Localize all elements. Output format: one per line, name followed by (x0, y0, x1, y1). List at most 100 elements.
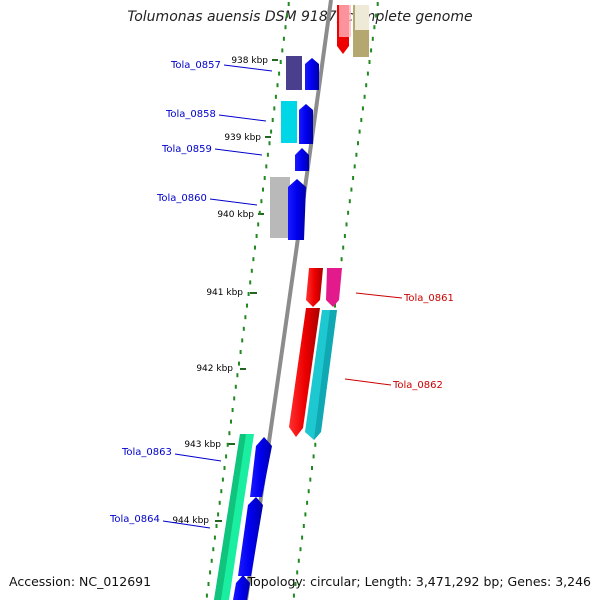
rail-dot (347, 210, 350, 215)
gene-label-tola-0857[interactable]: Tola_0857 (170, 60, 221, 71)
rail-dot (247, 292, 250, 296)
rail-dot (207, 582, 210, 586)
genome-summary-text: Topology: circular; Length: 3,471,292 bp… (247, 574, 591, 589)
rail-dot (258, 210, 261, 215)
rail-dot (209, 570, 212, 575)
gene-arrow[interactable] (289, 308, 320, 437)
rail-dot (301, 535, 304, 540)
leader-line (223, 64, 273, 72)
leader-line (355, 292, 403, 299)
rail-dot (294, 582, 297, 586)
rail-dot (250, 268, 253, 273)
rail-dot (239, 350, 242, 354)
rail-dot (306, 500, 309, 505)
rail-dot (238, 361, 240, 366)
rail-dot (368, 60, 371, 64)
tick-label: 940 kbp (217, 210, 254, 220)
gene-arrow[interactable] (306, 268, 323, 307)
rail-dot (299, 547, 302, 552)
rail-dot (263, 176, 266, 180)
rail-dot (255, 234, 258, 238)
rail-dot (233, 396, 236, 401)
rail-dot (241, 338, 244, 343)
rail-dot (213, 535, 216, 540)
rail-dot (266, 152, 269, 157)
gene-label-tola-0859[interactable]: Tola_0859 (161, 144, 212, 155)
rail-dot (262, 187, 264, 192)
rail-dot (353, 164, 356, 169)
rail-dot (307, 489, 310, 494)
rail-dot (246, 303, 248, 308)
rail-dot (257, 222, 260, 227)
rail-dot (230, 419, 232, 424)
gene-label-tola-0864[interactable]: Tola_0864 (109, 514, 160, 525)
rail-dot (286, 13, 289, 18)
rail-dot (340, 257, 343, 262)
left-strand-genes-bottom (214, 434, 272, 600)
accession-text: Accession: NC_012691 (9, 574, 152, 589)
gene-label-tola-0862[interactable]: Tola_0862 (392, 380, 443, 391)
rail-dot (236, 373, 239, 378)
gene-arrow[interactable] (326, 268, 342, 307)
rail-dot (334, 303, 336, 308)
tick-label: 943 kbp (184, 440, 221, 450)
right-strand-genes-middle (289, 268, 342, 440)
rail-dot (231, 408, 234, 412)
rail-dot (371, 36, 374, 41)
rail-dot (265, 164, 268, 169)
rail-dot (358, 129, 361, 134)
gene-label-tola-0858[interactable]: Tola_0858 (165, 109, 216, 120)
gene-block[interactable] (270, 177, 290, 238)
gene-block[interactable] (281, 101, 297, 143)
gene-arrow[interactable] (233, 575, 250, 600)
gene-arrow[interactable] (305, 58, 319, 90)
gene-block[interactable] (339, 5, 351, 37)
rail-dot (284, 25, 287, 30)
gene-arrow[interactable] (250, 437, 272, 497)
rail-dot (281, 48, 284, 53)
rail-dot (215, 524, 218, 528)
gene-shade (214, 434, 246, 600)
rail-dot (234, 384, 237, 389)
rail-dot (355, 152, 358, 157)
tick-label: 938 kbp (231, 56, 268, 66)
rail-dot (357, 141, 359, 146)
gene-arrow[interactable] (288, 179, 306, 240)
rail-dot (242, 326, 245, 331)
leader-line (214, 148, 263, 156)
rail-dot (223, 466, 226, 470)
leader-line (209, 198, 258, 206)
rail-dot (254, 245, 256, 250)
rail-dot (287, 2, 290, 6)
rail-dot (375, 13, 378, 18)
rail-dot (249, 280, 252, 285)
rail-dot (220, 489, 223, 494)
rail-dot (342, 245, 345, 250)
leader-line (174, 453, 222, 462)
gene-label-tola-0863[interactable]: Tola_0863 (121, 447, 172, 458)
leader-line (344, 378, 392, 386)
gene-labels: Tola_0857 Tola_0858 Tola_0859 Tola_0860 … (109, 60, 454, 529)
rail-dot (279, 60, 282, 64)
rail-dot (312, 454, 315, 459)
gene-block[interactable] (355, 5, 369, 30)
rail-dot (271, 118, 274, 122)
rail-dot (352, 176, 355, 180)
rail-dot (366, 71, 369, 76)
rail-dot (217, 512, 220, 517)
rail-dot (361, 106, 364, 111)
gene-label-tola-0861[interactable]: Tola_0861 (403, 293, 454, 304)
rail-dot (225, 454, 228, 459)
tick-label: 942 kbp (196, 364, 233, 374)
gene-label-tola-0860[interactable]: Tola_0860 (156, 193, 207, 204)
rail-dot (212, 547, 215, 552)
gene-block[interactable] (286, 56, 302, 90)
gene-arrow[interactable] (299, 104, 313, 144)
gene-arrow[interactable] (238, 497, 263, 576)
rail-dot (273, 106, 276, 111)
leader-line (218, 114, 267, 122)
gene-arrow[interactable] (295, 148, 309, 171)
rail-dot (345, 222, 348, 227)
